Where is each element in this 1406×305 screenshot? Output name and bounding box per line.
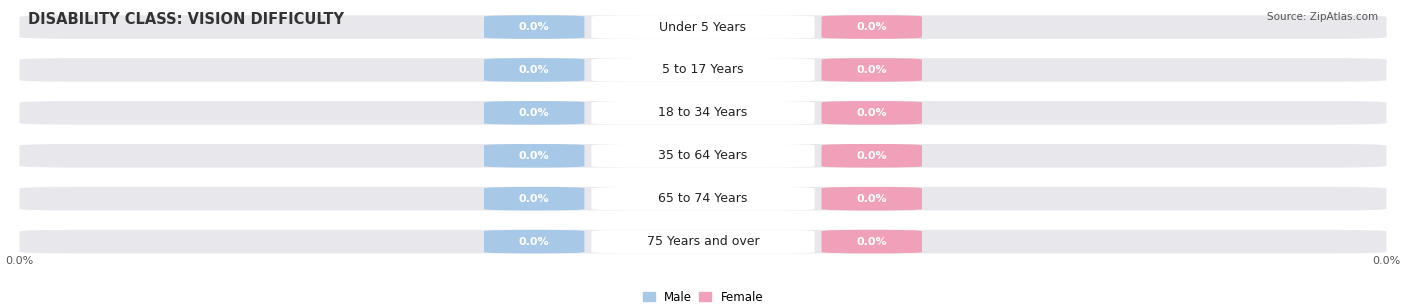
FancyBboxPatch shape xyxy=(484,101,585,125)
FancyBboxPatch shape xyxy=(484,230,585,253)
Text: 0.0%: 0.0% xyxy=(519,194,550,204)
Text: 0.0%: 0.0% xyxy=(856,108,887,118)
FancyBboxPatch shape xyxy=(821,101,922,125)
Text: 0.0%: 0.0% xyxy=(856,65,887,75)
Text: 0.0%: 0.0% xyxy=(519,108,550,118)
FancyBboxPatch shape xyxy=(20,230,1386,253)
FancyBboxPatch shape xyxy=(821,187,922,210)
FancyBboxPatch shape xyxy=(20,187,1386,210)
Text: 65 to 74 Years: 65 to 74 Years xyxy=(658,192,748,205)
FancyBboxPatch shape xyxy=(592,187,814,210)
FancyBboxPatch shape xyxy=(592,101,814,125)
Text: Source: ZipAtlas.com: Source: ZipAtlas.com xyxy=(1267,12,1378,22)
FancyBboxPatch shape xyxy=(20,15,1386,39)
Text: 0.0%: 0.0% xyxy=(1372,256,1400,266)
FancyBboxPatch shape xyxy=(484,144,585,167)
FancyBboxPatch shape xyxy=(592,58,814,82)
Text: Under 5 Years: Under 5 Years xyxy=(659,20,747,34)
Text: 0.0%: 0.0% xyxy=(519,151,550,161)
FancyBboxPatch shape xyxy=(20,144,1386,167)
FancyBboxPatch shape xyxy=(592,15,814,39)
FancyBboxPatch shape xyxy=(821,230,922,253)
Text: 5 to 17 Years: 5 to 17 Years xyxy=(662,63,744,77)
Text: 0.0%: 0.0% xyxy=(6,256,34,266)
Text: 0.0%: 0.0% xyxy=(856,22,887,32)
Text: 75 Years and over: 75 Years and over xyxy=(647,235,759,248)
Text: 18 to 34 Years: 18 to 34 Years xyxy=(658,106,748,119)
FancyBboxPatch shape xyxy=(484,58,585,82)
FancyBboxPatch shape xyxy=(592,230,814,253)
FancyBboxPatch shape xyxy=(20,101,1386,125)
FancyBboxPatch shape xyxy=(821,15,922,39)
Text: 0.0%: 0.0% xyxy=(519,65,550,75)
FancyBboxPatch shape xyxy=(592,144,814,167)
FancyBboxPatch shape xyxy=(484,187,585,210)
Text: 0.0%: 0.0% xyxy=(519,237,550,247)
Text: 0.0%: 0.0% xyxy=(519,22,550,32)
FancyBboxPatch shape xyxy=(484,15,585,39)
FancyBboxPatch shape xyxy=(821,58,922,82)
Text: 35 to 64 Years: 35 to 64 Years xyxy=(658,149,748,162)
Text: 0.0%: 0.0% xyxy=(856,151,887,161)
Text: 0.0%: 0.0% xyxy=(856,194,887,204)
Text: DISABILITY CLASS: VISION DIFFICULTY: DISABILITY CLASS: VISION DIFFICULTY xyxy=(28,12,344,27)
Text: 0.0%: 0.0% xyxy=(856,237,887,247)
FancyBboxPatch shape xyxy=(821,144,922,167)
FancyBboxPatch shape xyxy=(20,58,1386,82)
Legend: Male, Female: Male, Female xyxy=(643,291,763,303)
